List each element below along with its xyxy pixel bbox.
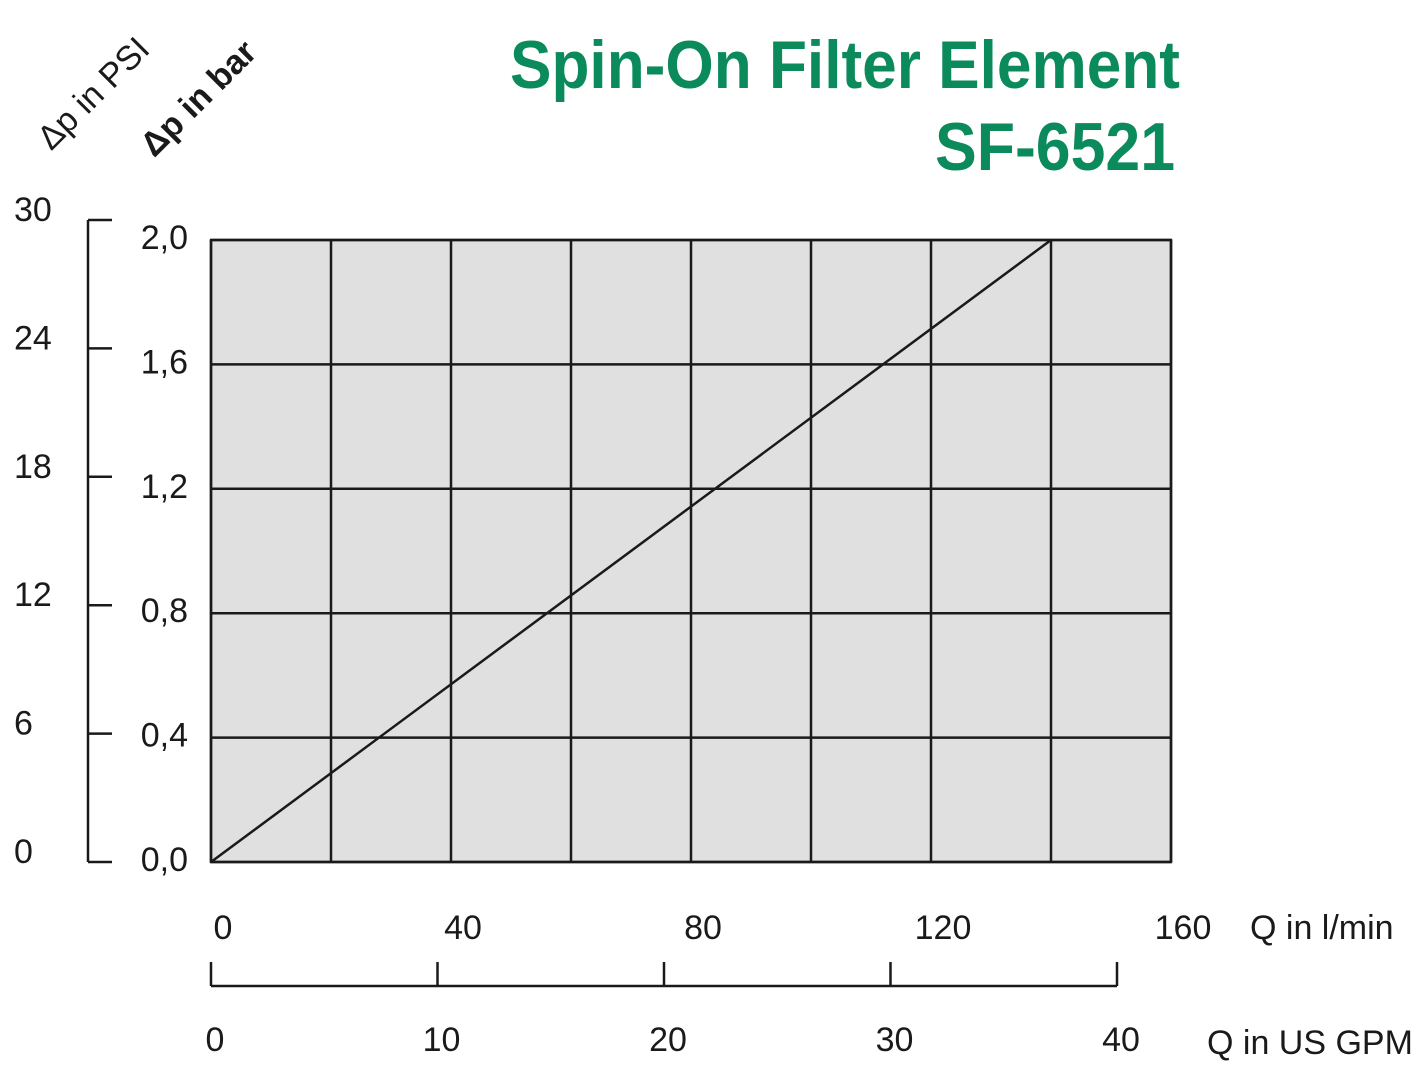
y-tick-label: 0,0 [141, 841, 188, 879]
x2-tick-label: 20 [649, 1021, 687, 1059]
y2-tick-label: 30 [14, 191, 52, 229]
x-tick-label: 40 [444, 909, 482, 947]
y-tick-label: 0,8 [141, 592, 188, 630]
x-tick-label: 120 [915, 909, 972, 947]
x2-tick-label: 30 [876, 1021, 914, 1059]
x2-tick-label: 40 [1102, 1021, 1140, 1059]
y-tick-label: 2,0 [141, 219, 188, 257]
y2-tick-label: 18 [14, 448, 52, 486]
y-tick-label: 1,6 [141, 343, 188, 381]
x-axis-label: Q in l/min [1250, 909, 1394, 947]
x2-tick-label: 0 [206, 1021, 225, 1059]
y2-tick-label: 12 [14, 576, 52, 614]
y2-tick-label: 24 [14, 319, 52, 357]
y2-tick-label: 0 [14, 833, 33, 871]
data-line [210, 238, 1052, 864]
y-tick-label: 1,2 [141, 468, 188, 506]
chart-title: Spin-On Filter Element [510, 27, 1180, 103]
x2-axis-label: Q in US GPM [1207, 1024, 1413, 1062]
y-tick-label: 0,4 [141, 717, 188, 755]
x-tick-label: 160 [1155, 909, 1212, 947]
x-tick-label: 0 [214, 909, 233, 947]
plot-border [209, 238, 1173, 864]
x2-tick-label: 10 [423, 1021, 461, 1059]
y2-tick-label: 6 [14, 705, 33, 743]
x-tick-label: 80 [684, 909, 722, 947]
chart-subtitle: SF-6521 [935, 109, 1175, 185]
